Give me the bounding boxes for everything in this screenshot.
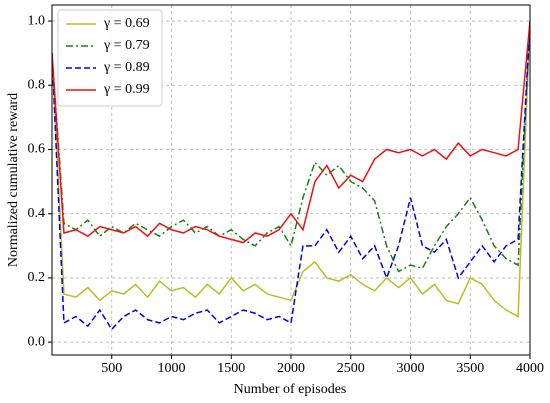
series-line: [52, 21, 530, 273]
legend-label: γ = 0.99: [103, 82, 150, 97]
y-tick-label: 0.0: [28, 334, 46, 349]
legend-box: [57, 9, 163, 107]
legend-label: γ = 0.79: [103, 38, 150, 53]
series-line: [52, 21, 530, 331]
y-tick-label: 0.6: [28, 142, 46, 157]
x-tick-label: 1500: [217, 361, 245, 376]
plot-frame: [51, 4, 531, 356]
series-line: [52, 21, 530, 318]
legend-label: γ = 0.89: [103, 60, 150, 75]
x-tick-label: 4000: [516, 361, 544, 376]
legend-label: γ = 0.69: [103, 16, 150, 31]
x-tick-label: 3000: [397, 361, 425, 376]
x-tick-label: 1000: [158, 361, 186, 376]
y-tick-label: 1.0: [28, 13, 46, 28]
x-axis-label: Number of episodes: [234, 382, 347, 397]
x-tick-label: 2500: [337, 361, 365, 376]
y-tick-label: 0.2: [28, 270, 46, 285]
y-tick-label: 0.8: [28, 77, 46, 92]
y-tick-label: 0.4: [28, 206, 46, 221]
series-line: [52, 20, 530, 244]
x-tick-label: 2000: [277, 361, 305, 376]
y-axis-label: Normalized cumulative reward: [6, 93, 21, 267]
x-tick-label: 500: [101, 361, 122, 376]
x-tick-label: 3500: [456, 361, 484, 376]
